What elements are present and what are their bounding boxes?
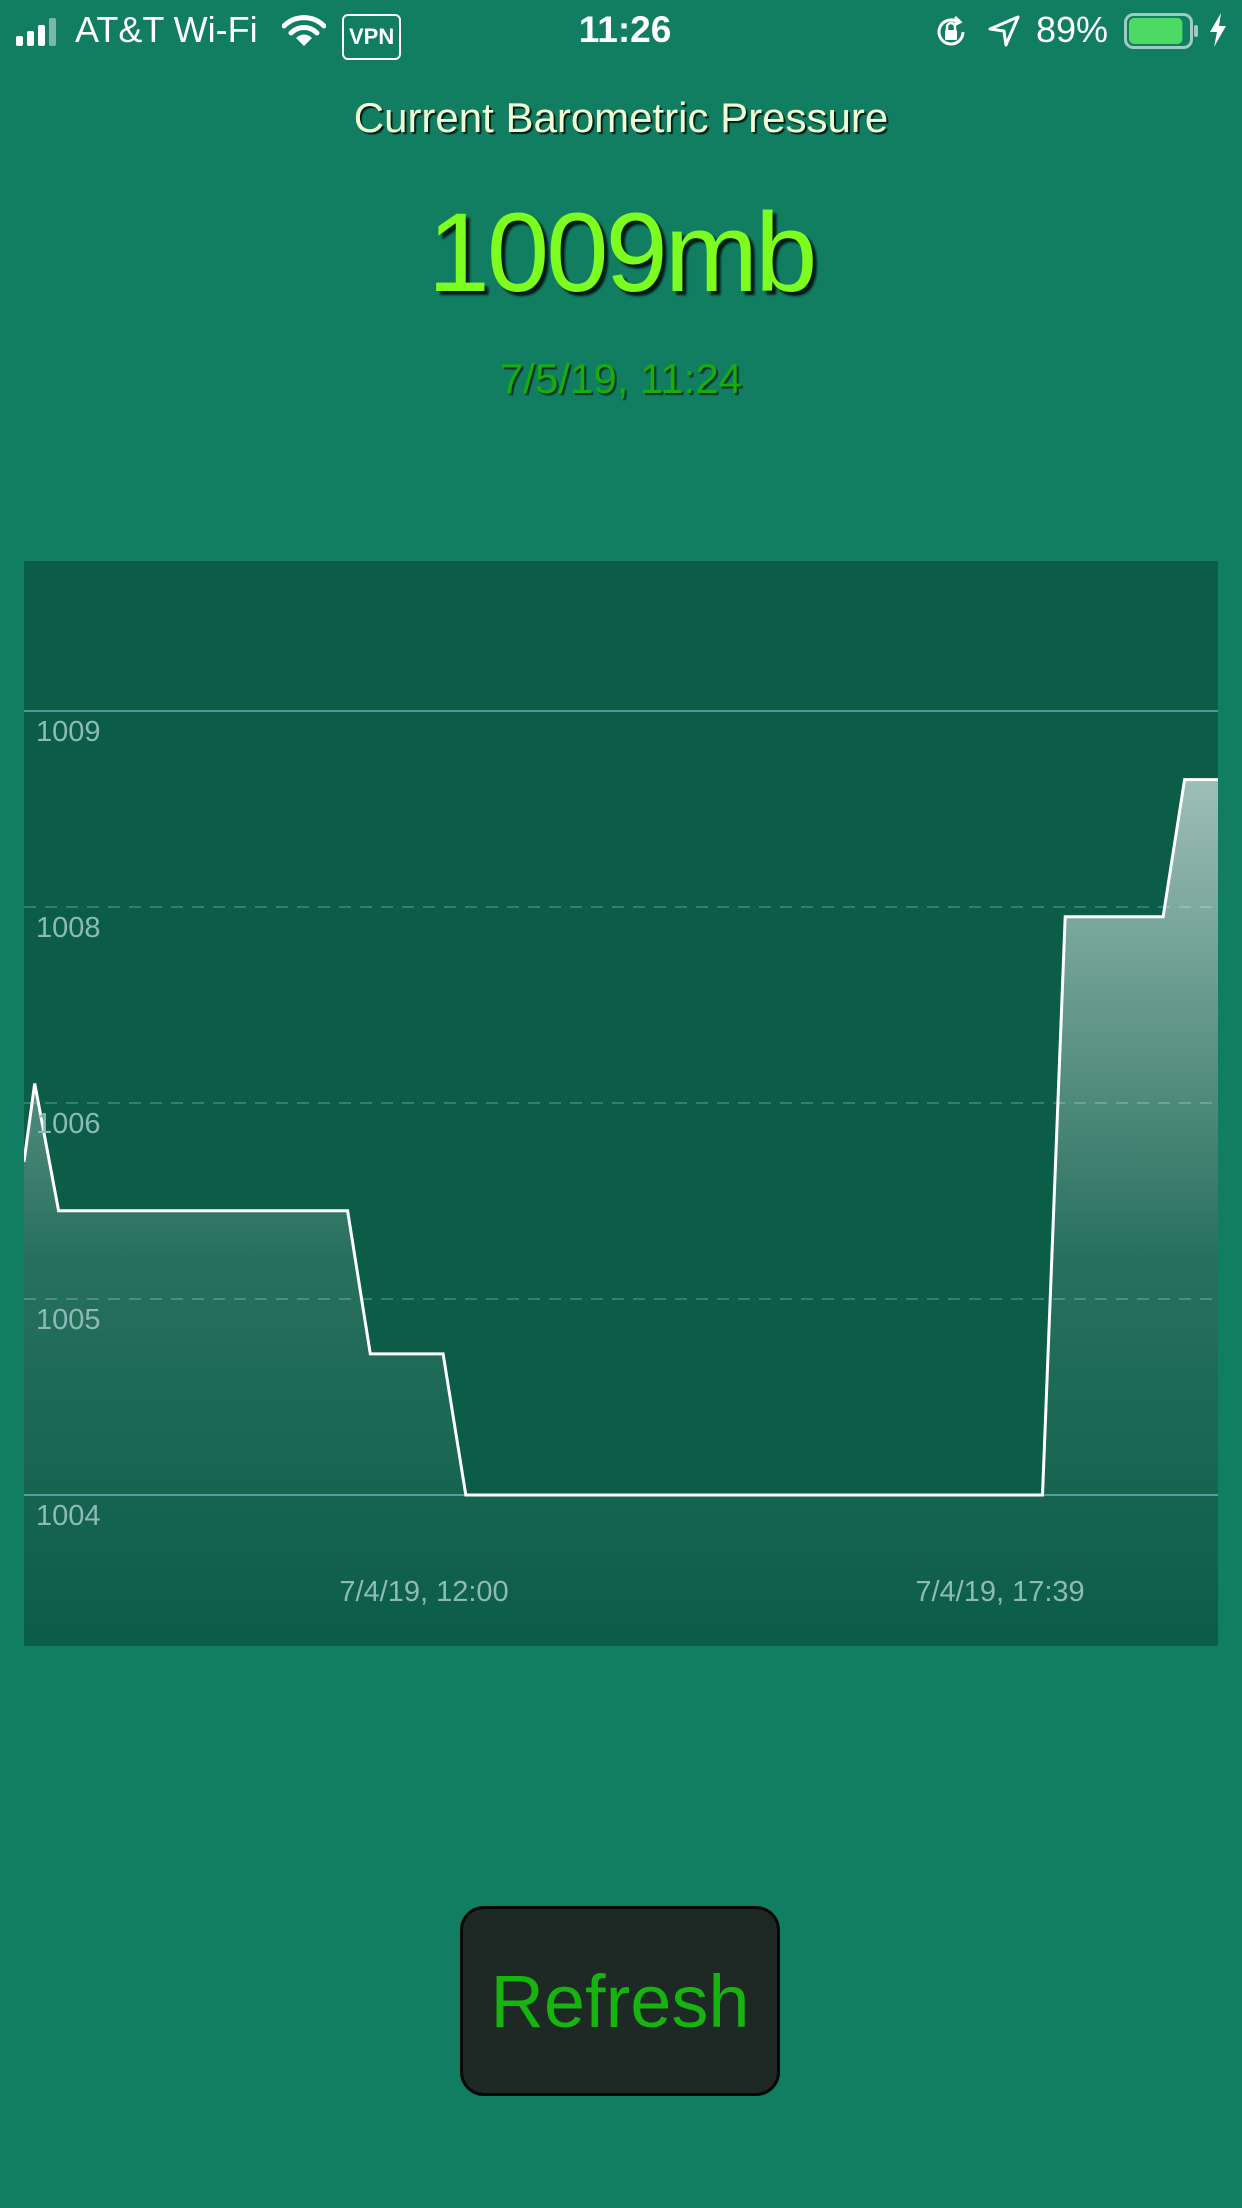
vpn-badge: VPN [342,14,402,60]
y-tick-label: 1008 [36,912,101,944]
x-tick-label: 7/4/19, 12:00 [339,1576,508,1608]
y-tick-label: 1004 [36,1500,101,1532]
y-tick-label: 1009 [36,716,101,748]
status-bar: AT&T Wi-Fi VPN 11:26 89% [0,0,1242,60]
cellular-signal-icon [16,16,56,46]
carrier-name: AT&T Wi-Fi [75,9,258,50]
page-title: Current Barometric Pressure [353,94,889,141]
pressure-chart-svg: 1009 1008 1006 1005 1004 7/4/19, 12:00 7/4/19,… [24,710,1218,1646]
pressure-area-fill [24,779,1218,1646]
battery-percent: 89% [1036,9,1109,50]
refresh-button[interactable]: Refresh [460,1906,780,2096]
pressure-chart: 1009 1008 1006 1005 1004 7/4/19, 12:00 7/4/19,… [24,561,1218,1646]
pressure-series-line [24,778,1218,1497]
reading-timestamp: 7/5/19, 11:24 [499,355,743,402]
current-pressure-value: 1009mb [427,190,818,315]
y-tick-label: 1005 [36,1304,101,1336]
orientation-lock-icon [933,14,969,58]
x-tick-label: 7/4/19, 17:39 [915,1576,1084,1608]
location-arrow-icon [987,14,1021,56]
wifi-icon [281,14,327,56]
status-time: 11:26 [578,9,672,50]
y-tick-label: 1006 [36,1108,101,1140]
battery-icon [1124,13,1200,57]
charging-bolt-icon [1208,12,1228,56]
